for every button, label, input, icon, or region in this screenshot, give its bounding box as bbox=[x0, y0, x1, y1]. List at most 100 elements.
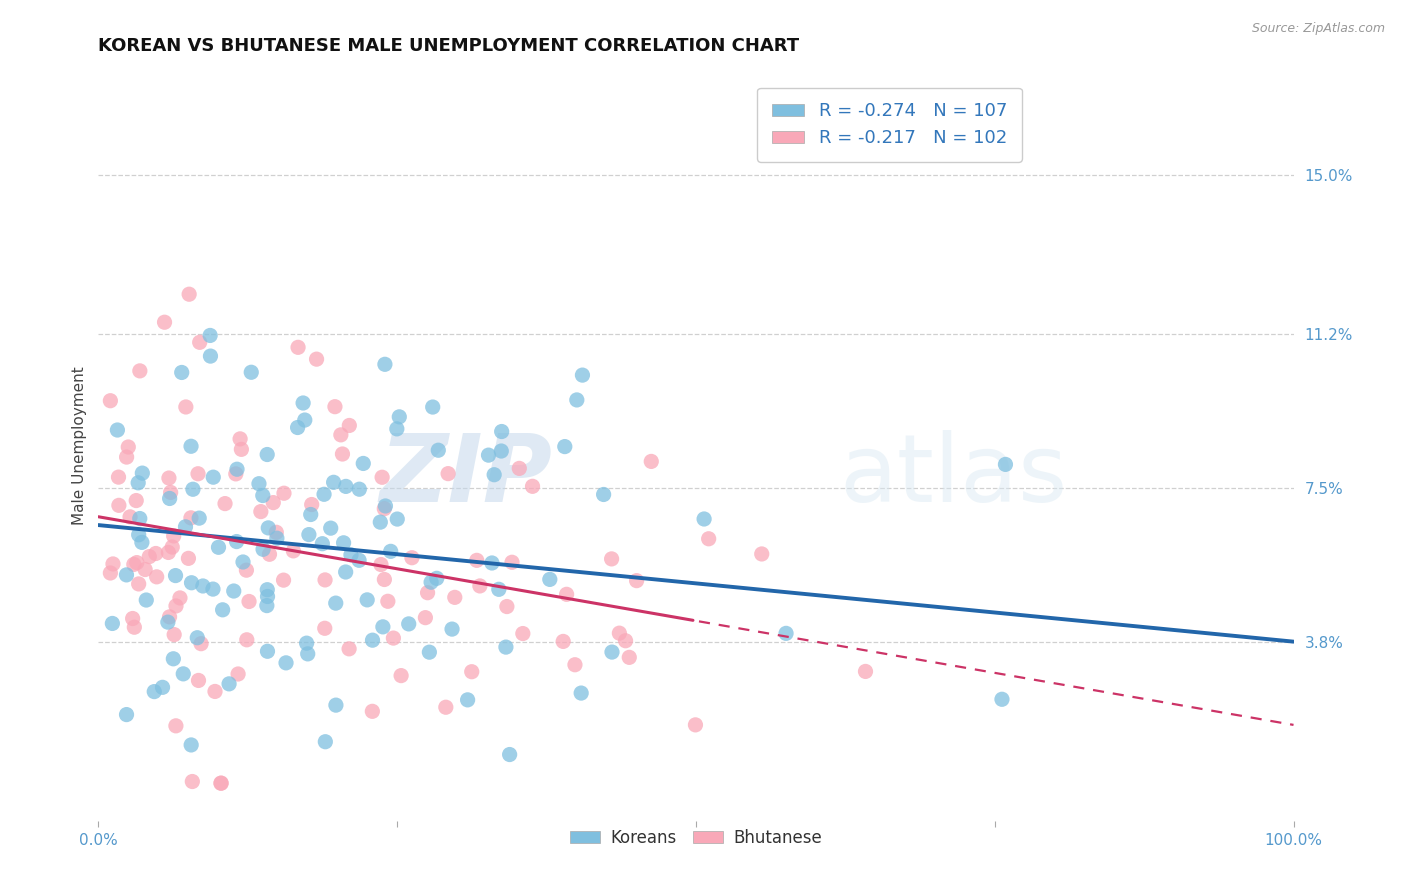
Point bbox=[180, 511, 202, 525]
Point bbox=[174, 520, 197, 534]
Point bbox=[370, 558, 392, 572]
Point bbox=[498, 747, 520, 762]
Point bbox=[115, 707, 138, 722]
Point bbox=[188, 335, 211, 350]
Point bbox=[287, 420, 309, 434]
Point bbox=[491, 444, 513, 458]
Point bbox=[373, 573, 395, 587]
Point bbox=[222, 584, 245, 599]
Point bbox=[388, 409, 411, 424]
Point bbox=[522, 479, 544, 493]
Point bbox=[200, 349, 222, 363]
Point bbox=[626, 574, 648, 588]
Point bbox=[600, 552, 623, 566]
Point bbox=[416, 585, 439, 599]
Point bbox=[163, 627, 186, 641]
Point bbox=[238, 594, 260, 608]
Point bbox=[569, 686, 592, 700]
Point bbox=[181, 482, 204, 496]
Point bbox=[319, 521, 342, 535]
Point bbox=[156, 615, 179, 629]
Point bbox=[157, 545, 180, 559]
Point bbox=[134, 562, 156, 576]
Point bbox=[565, 392, 588, 407]
Point bbox=[98, 566, 122, 580]
Point bbox=[98, 393, 122, 408]
Point bbox=[571, 368, 593, 383]
Point bbox=[325, 698, 347, 713]
Point bbox=[257, 521, 280, 535]
Point bbox=[441, 622, 464, 636]
Point bbox=[122, 558, 145, 572]
Point bbox=[187, 467, 209, 481]
Point bbox=[292, 396, 315, 410]
Point bbox=[266, 525, 288, 540]
Point bbox=[401, 550, 423, 565]
Point bbox=[371, 620, 394, 634]
Point bbox=[538, 573, 561, 587]
Point bbox=[226, 667, 249, 681]
Point bbox=[337, 418, 360, 433]
Point bbox=[138, 549, 160, 564]
Point bbox=[229, 432, 252, 446]
Point bbox=[274, 656, 297, 670]
Point bbox=[218, 677, 240, 691]
Point bbox=[204, 684, 226, 698]
Point bbox=[191, 579, 214, 593]
Point bbox=[101, 616, 124, 631]
Point bbox=[322, 475, 344, 490]
Point bbox=[180, 439, 202, 453]
Point bbox=[314, 735, 336, 749]
Point bbox=[201, 582, 224, 596]
Point bbox=[477, 448, 499, 462]
Point bbox=[152, 681, 174, 695]
Point bbox=[349, 482, 371, 496]
Point bbox=[283, 544, 305, 558]
Point bbox=[312, 487, 335, 501]
Point bbox=[115, 450, 138, 464]
Legend: Koreans, Bhutanese: Koreans, Bhutanese bbox=[564, 822, 828, 854]
Point bbox=[186, 631, 208, 645]
Point bbox=[368, 515, 391, 529]
Point bbox=[273, 486, 295, 500]
Point bbox=[508, 461, 530, 475]
Point bbox=[600, 645, 623, 659]
Point bbox=[329, 427, 352, 442]
Point bbox=[294, 413, 316, 427]
Point bbox=[115, 567, 138, 582]
Point bbox=[332, 447, 354, 461]
Point bbox=[235, 563, 257, 577]
Point bbox=[209, 776, 232, 790]
Point bbox=[209, 776, 232, 790]
Point bbox=[337, 641, 360, 656]
Point bbox=[240, 365, 263, 379]
Point bbox=[159, 485, 181, 500]
Point bbox=[495, 640, 517, 654]
Point bbox=[564, 657, 586, 672]
Point bbox=[481, 556, 503, 570]
Point bbox=[482, 467, 505, 482]
Point bbox=[387, 512, 409, 526]
Point bbox=[207, 541, 229, 555]
Point bbox=[377, 594, 399, 608]
Point bbox=[553, 634, 575, 648]
Point bbox=[287, 340, 309, 354]
Point bbox=[347, 553, 370, 567]
Point bbox=[177, 551, 200, 566]
Point bbox=[162, 540, 184, 554]
Point bbox=[991, 692, 1014, 706]
Point bbox=[415, 610, 437, 624]
Point bbox=[252, 489, 274, 503]
Point bbox=[174, 400, 197, 414]
Point bbox=[385, 422, 408, 436]
Point bbox=[159, 610, 181, 624]
Point bbox=[295, 636, 318, 650]
Point bbox=[169, 591, 191, 605]
Point bbox=[159, 491, 181, 506]
Point bbox=[256, 590, 278, 604]
Point bbox=[118, 509, 141, 524]
Point bbox=[554, 440, 576, 454]
Point bbox=[426, 571, 449, 585]
Point bbox=[125, 556, 148, 570]
Point bbox=[107, 423, 129, 437]
